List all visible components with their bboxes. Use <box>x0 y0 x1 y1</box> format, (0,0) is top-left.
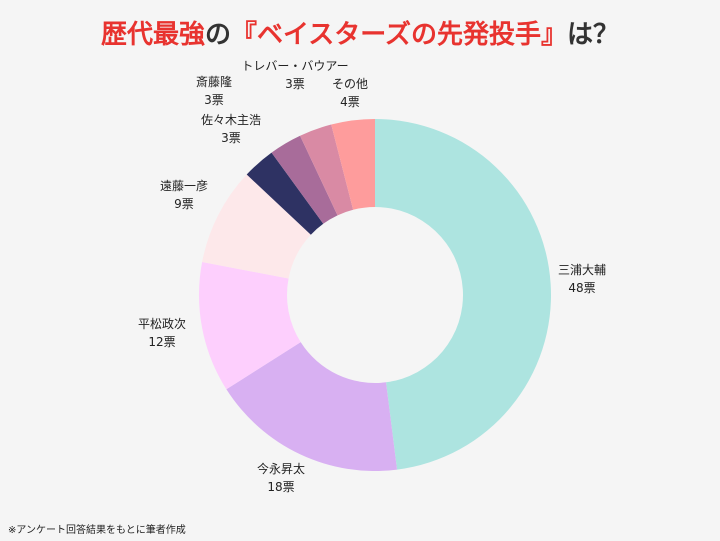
slice-4 <box>246 152 324 235</box>
slice-label-0: 三浦大輔 <box>558 263 606 277</box>
slice-5 <box>271 135 338 224</box>
slice-value-7: 4票 <box>340 95 360 109</box>
slice-label-2: 平松政次 <box>138 317 186 331</box>
slice-value-0: 48票 <box>568 281 595 295</box>
slice-label-3: 遠藤一彦 <box>160 178 208 193</box>
slice-label-4: 佐々木主浩 <box>201 113 261 127</box>
slice-7 <box>331 119 375 210</box>
slice-value-3: 9票 <box>174 197 194 211</box>
slice-label-5: 斎藤隆 <box>196 74 232 89</box>
slice-value-6: 3票 <box>285 77 305 91</box>
slice-label-7: その他 <box>332 77 368 91</box>
chart-title: 歴代最強の『ベイスターズの先発投手』は？ <box>0 14 720 51</box>
slice-value-2: 12票 <box>148 335 175 349</box>
slice-2 <box>199 262 301 390</box>
slice-0 <box>375 119 552 470</box>
title-part3: 『ベイスターズの先発投手』 <box>231 20 567 50</box>
slice-value-5: 3票 <box>204 93 224 107</box>
slice-6 <box>300 124 354 216</box>
title-part1: 歴代最強 <box>101 20 206 50</box>
slice-3 <box>202 174 311 279</box>
footnote: ※アンケート回答結果をもとに筆者作成 <box>8 525 186 536</box>
title-part4: は？ <box>566 20 619 50</box>
slice-value-4: 3票 <box>221 131 241 145</box>
title-part2: の <box>205 20 232 50</box>
slice-1 <box>226 342 398 471</box>
slice-label-1: 今永昇太 <box>257 461 305 476</box>
slice-label-6: トレバー・バウアー <box>241 59 348 73</box>
slice-value-1: 18票 <box>267 480 294 494</box>
